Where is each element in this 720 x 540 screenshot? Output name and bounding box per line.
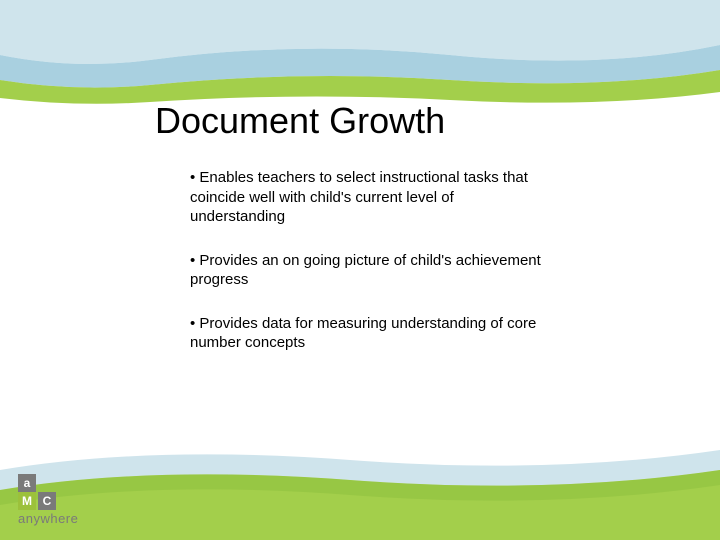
- brand-logo: a M C anywhere: [18, 474, 78, 526]
- logo-letter-m: M: [18, 492, 36, 510]
- slide-container: Document Growth Enables teachers to sele…: [0, 0, 720, 540]
- top-wave-decoration: [0, 0, 720, 110]
- bullet-item: Enables teachers to select instructional…: [190, 168, 550, 227]
- bottom-wave-decoration: [0, 420, 720, 540]
- bullet-item: Provides data for measuring understandin…: [190, 314, 550, 353]
- logo-letter-c: C: [38, 492, 56, 510]
- logo-text: anywhere: [18, 511, 78, 526]
- logo-letter-a: a: [18, 474, 36, 492]
- bullet-item: Provides an on going picture of child's …: [190, 251, 550, 290]
- slide-content: Enables teachers to select instructional…: [190, 168, 550, 377]
- slide-title: Document Growth: [155, 100, 445, 142]
